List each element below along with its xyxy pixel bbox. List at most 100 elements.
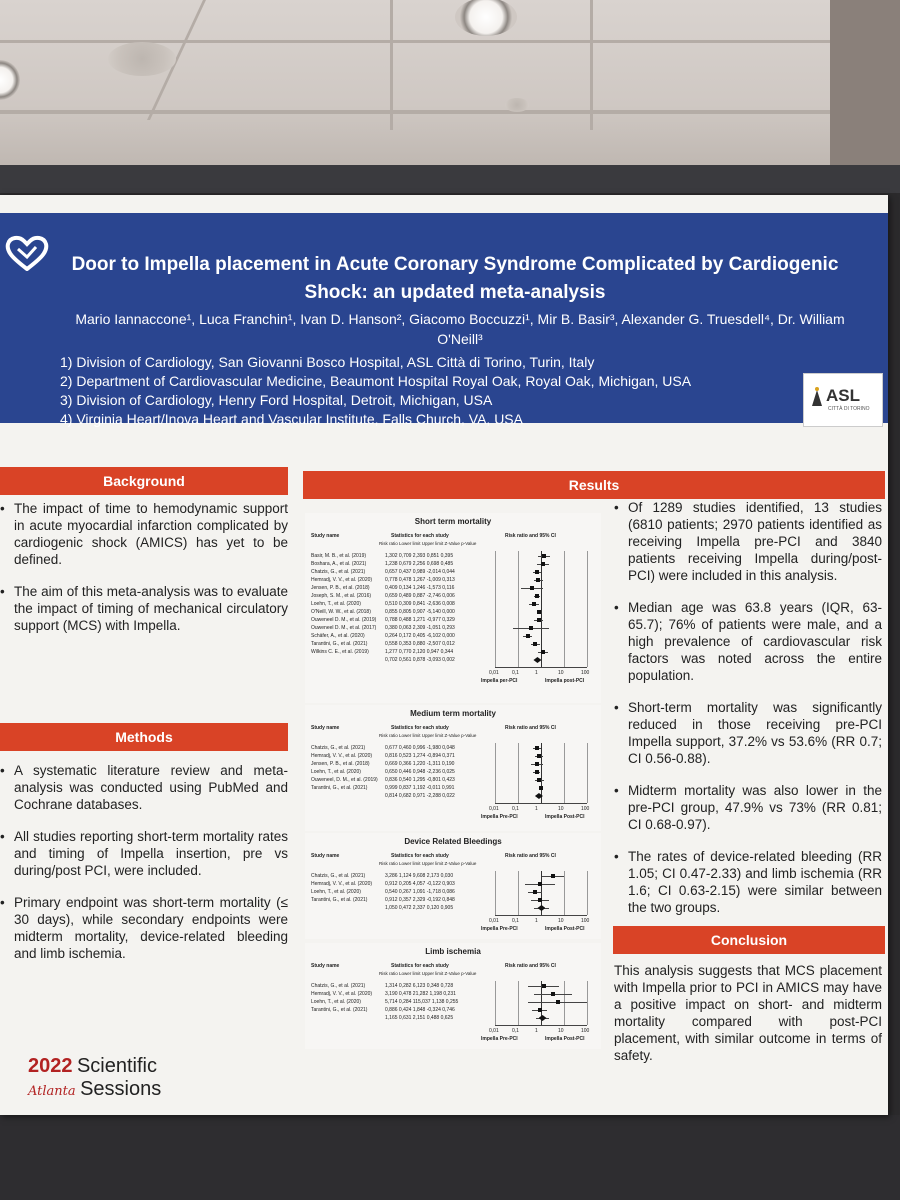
forest-stats-values: 1,238 0,679 2,256 0,698 0,485	[385, 561, 454, 567]
forest-point-marker	[541, 984, 546, 988]
forest-tick-label: 1	[535, 670, 538, 676]
forest-plot-title: Limb ischemia	[425, 947, 481, 956]
affiliation-item: 4) Virginia Heart/Inova Heart and Vascul…	[60, 411, 523, 427]
forest-point-marker	[538, 786, 543, 790]
conference-word-scientific: Scientific	[76, 1055, 157, 1077]
background-bullet: The aim of this meta-analysis was to eva…	[0, 583, 288, 634]
forest-plot-title: Short term mortality	[414, 517, 492, 526]
forest-study-name: O'Neill, W. W., et al. (2018)	[311, 609, 371, 615]
forest-col-stats: Statistics for each study	[391, 853, 449, 859]
forest-gridline	[587, 551, 588, 667]
forest-stats-values: 0,380 0,063 2,309 -1,051 0,293	[385, 625, 455, 631]
forest-col-names: Risk ratio Lower limit Upper limit Z-Val…	[379, 733, 477, 738]
forest-tick-label: 1	[535, 1028, 538, 1034]
poster-board-bottom	[0, 1115, 900, 1200]
forest-stats-values: 0,409 0,134 1,246 -1,573 0,116	[385, 585, 455, 591]
forest-point-marker	[550, 874, 555, 878]
forest-stats-values: 0,886 0,424 1,848 -0,324 0,746	[385, 1007, 455, 1013]
asl-logo: ASL CITTÀ DI TORINO	[803, 373, 883, 427]
results-bullet: Of 1289 studies identified, 13 studies (…	[614, 499, 882, 584]
forest-point-marker	[538, 882, 543, 886]
forest-plot-medium-term: Medium term mortality Study name Statistic…	[305, 705, 601, 831]
forest-point-marker	[532, 890, 537, 894]
forest-stats-values: 1,277 0,770 2,120 0,947 0,344	[385, 649, 454, 655]
poster: Door to Impella placement in Acute Coron…	[0, 195, 888, 1115]
forest-stats-values: 0,702 0,561 0,878 -3,093 0,002	[385, 657, 455, 663]
forest-gridline	[495, 871, 496, 915]
forest-study-name: Ouweneel D. M., et al. (2017)	[311, 625, 377, 631]
forest-tick-label: 100	[581, 806, 590, 812]
conclusion-heading: Conclusion	[613, 926, 885, 954]
asl-mark-icon	[812, 387, 822, 406]
forest-col-study: Study name	[311, 533, 340, 539]
forest-study-name: Loehn, T., et al. (2020)	[311, 999, 361, 1005]
forest-point-marker	[534, 570, 539, 574]
forest-study-name: Chatzis, G., et al. (2021)	[311, 873, 366, 879]
conference-logo: 2022 Scientific Atlanta Sessions	[28, 1055, 161, 1101]
forest-gridline	[495, 551, 496, 667]
forest-gridline	[564, 551, 565, 667]
forest-point-marker	[536, 578, 541, 582]
forest-point-marker	[533, 642, 538, 646]
forest-pooled-diamond	[533, 657, 542, 663]
forest-xlabel-right: Impella post-PCI	[545, 678, 585, 684]
forest-plot-short-term: Short term mortality Study name Statistics…	[305, 513, 601, 703]
forest-study-name: Jensen, P. B., et al. (2018)	[311, 761, 370, 767]
forest-tick-label: 0,1	[512, 1028, 519, 1034]
forest-study-name: Hemradj, V. V., et al. (2020)	[311, 991, 373, 997]
forest-col-stats: Statistics for each study	[391, 963, 449, 969]
forest-point-marker	[550, 992, 555, 996]
forest-stats-values: 0,558 0,353 0,880 -2,507 0,012	[385, 641, 455, 647]
conclusion-text: This analysis suggests that MCS placemen…	[614, 962, 882, 1064]
forest-tick-label: 0,01	[489, 806, 499, 812]
forest-axis	[495, 1025, 587, 1026]
forest-gridline	[541, 551, 542, 667]
forest-stats-values: 1,314 0,282 6,123 0,348 0,728	[385, 983, 454, 989]
heart-logo-icon	[5, 235, 49, 271]
forest-gridline	[518, 871, 519, 915]
affiliations-list: 1) Division of Cardiology, San Giovanni …	[60, 353, 780, 429]
results-bullet: The rates of device-related bleeding (RR…	[614, 848, 882, 916]
methods-bullet: All studies reporting short-term mortali…	[0, 828, 288, 879]
forest-col-study: Study name	[311, 725, 340, 731]
forest-stats-values: 0,816 0,523 1,274 -0,894 0,371	[385, 753, 455, 759]
forest-axis	[495, 667, 587, 668]
forest-point-marker	[534, 770, 539, 774]
forest-col-names: Risk ratio Lower limit Upper limit Z-Val…	[379, 971, 477, 976]
forest-point-marker	[534, 594, 539, 598]
forest-stats-values: 0,814 0,682 0,971 -2,288 0,022	[385, 793, 455, 799]
forest-xlabel-left: Impella Pre-PCI	[481, 1036, 518, 1042]
forest-tick-label: 100	[581, 670, 590, 676]
forest-stats-values: 0,264 0,172 0,405 -6,102 0,000	[385, 633, 455, 639]
results-bullet: Median age was 63.8 years (IQR, 63-65.7)…	[614, 599, 882, 684]
methods-bullet: Primary endpoint was short-term mortalit…	[0, 894, 288, 962]
forest-stats-values: 0,912 0,357 2,329 -0,192 0,848	[385, 897, 455, 903]
forest-gridline	[564, 871, 565, 915]
forest-study-name: Hemradj, V. V., et al. (2020)	[311, 753, 373, 759]
methods-heading: Methods	[0, 723, 288, 751]
forest-gridline	[495, 743, 496, 803]
ceiling-light	[455, 0, 517, 36]
poster-title: Door to Impella placement in Acute Coron…	[71, 254, 839, 303]
forest-stats-values: 0,510 0,309 0,841 -2,636 0,008	[385, 601, 455, 607]
forest-stats-values: 3,190 0,478 21,282 1,198 0,231	[385, 991, 456, 997]
forest-tick-label: 0,1	[512, 670, 519, 676]
forest-stats-values: 0,650 0,446 0,948 -2,236 0,025	[385, 769, 455, 775]
forest-gridline	[587, 981, 588, 1025]
forest-stats-values: 0,855 0,805 0,907 -5,140 0,000	[385, 609, 455, 615]
forest-stats-values: 0,540 0,267 1,091 -1,718 0,086	[385, 889, 455, 895]
forest-xlabel-right: Impella Post-PCI	[545, 1036, 585, 1042]
methods-bullet: A systematic literature review and meta-…	[0, 762, 288, 813]
forest-col-names: Risk ratio Lower limit Upper limit Z-Val…	[379, 541, 477, 546]
forest-gridline	[518, 551, 519, 667]
forest-xlabel-right: Impella Post-PCI	[545, 814, 585, 820]
forest-stats-values: 1,302 0,709 2,393 0,851 0,395	[385, 553, 454, 559]
forest-tick-label: 0,01	[489, 918, 499, 924]
forest-gridline	[541, 871, 542, 915]
forest-study-name: Boshara, A., et al. (2021)	[311, 561, 367, 567]
forest-col-names: Risk ratio Lower limit Upper limit Z-Val…	[379, 861, 477, 866]
forest-stats-values: 0,999 0,837 1,192 -0,011 0,991	[385, 785, 455, 791]
forest-tick-label: 10	[558, 918, 564, 924]
forest-tick-label: 10	[558, 670, 564, 676]
forest-tick-label: 0,1	[512, 918, 519, 924]
